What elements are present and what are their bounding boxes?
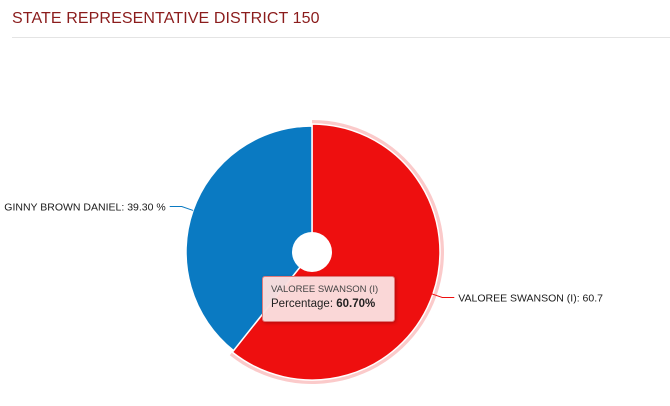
pie-slice-ginny-brown-daniel[interactable] xyxy=(185,125,313,352)
pie-labels: VALOREE SWANSON (I): 60.7 GINNY BROWN DAN… xyxy=(4,201,603,304)
pie-label-valoree-swanson-i: VALOREE SWANSON (I): 60.7 xyxy=(458,293,603,305)
pie-center-hole xyxy=(292,232,332,272)
tooltip-metric-row: Percentage: 60.70% xyxy=(271,296,386,313)
chart-tooltip: VALOREE SWANSON (I) Percentage: 60.70% xyxy=(262,276,395,322)
tooltip-series-name: VALOREE SWANSON (I) xyxy=(271,284,379,295)
page-title: STATE REPRESENTATIVE DISTRICT 150 xyxy=(12,10,320,27)
pie-label-ginny-brown-daniel: GINNY BROWN DANIEL: 39.30 % xyxy=(4,201,165,213)
tooltip-metric-value: 60.70% xyxy=(336,298,376,310)
pie-label-connector-ginny-brown-daniel xyxy=(169,205,194,211)
chart-header: STATE REPRESENTATIVE DISTRICT 150 xyxy=(12,9,670,38)
tooltip-metric-label: Percentage: xyxy=(271,298,337,310)
pie-label-connector-valoree-swanson-i xyxy=(430,293,455,299)
